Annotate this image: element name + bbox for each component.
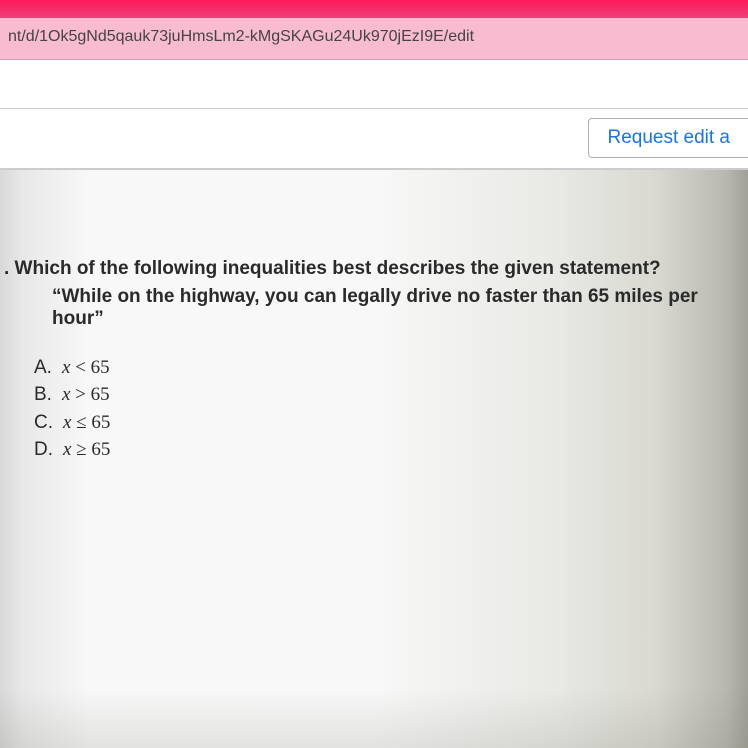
answer-options: A. x < 65 B. x > 65 C. x ≤ 65 D. x ≥ 65 <box>4 354 748 464</box>
option-b-op: > <box>75 384 86 405</box>
option-d-letter: D. <box>34 439 53 460</box>
question-prompt: . Which of the following inequalities be… <box>4 255 748 284</box>
option-d-var: x <box>63 439 71 460</box>
question-block: . Which of the following inequalities be… <box>0 255 748 464</box>
question-statement: “While on the highway, you can legally d… <box>4 286 748 330</box>
option-a-op: < <box>75 357 86 378</box>
option-d-val: 65 <box>91 439 110 460</box>
option-c[interactable]: C. x ≤ 65 <box>34 409 748 437</box>
option-a-letter: A. <box>34 357 52 378</box>
option-c-op: ≤ <box>76 412 86 433</box>
option-a-val: 65 <box>91 357 110 378</box>
option-b[interactable]: B. x > 65 <box>34 381 748 409</box>
option-d-op: ≥ <box>76 439 86 460</box>
document-toolbar: Request edit a <box>0 60 748 170</box>
toolbar-divider <box>0 108 748 109</box>
document-content: . Which of the following inequalities be… <box>0 170 748 748</box>
bottom-shadow <box>0 688 748 748</box>
option-a-var: x <box>62 357 70 378</box>
option-c-val: 65 <box>91 412 110 433</box>
option-b-letter: B. <box>34 384 52 405</box>
option-c-letter: C. <box>34 412 53 433</box>
url-bar[interactable]: nt/d/1Ok5gNd5qauk73juHmsLm2-kMgSKAGu24Uk… <box>0 18 748 60</box>
request-edit-button[interactable]: Request edit a <box>588 118 748 158</box>
window-top-accent <box>0 0 748 18</box>
option-b-var: x <box>62 384 70 405</box>
option-b-val: 65 <box>91 384 110 405</box>
option-d[interactable]: D. x ≥ 65 <box>34 436 748 464</box>
url-text: nt/d/1Ok5gNd5qauk73juHmsLm2-kMgSKAGu24Uk… <box>8 28 474 45</box>
option-c-var: x <box>63 412 71 433</box>
option-a[interactable]: A. x < 65 <box>34 354 748 382</box>
